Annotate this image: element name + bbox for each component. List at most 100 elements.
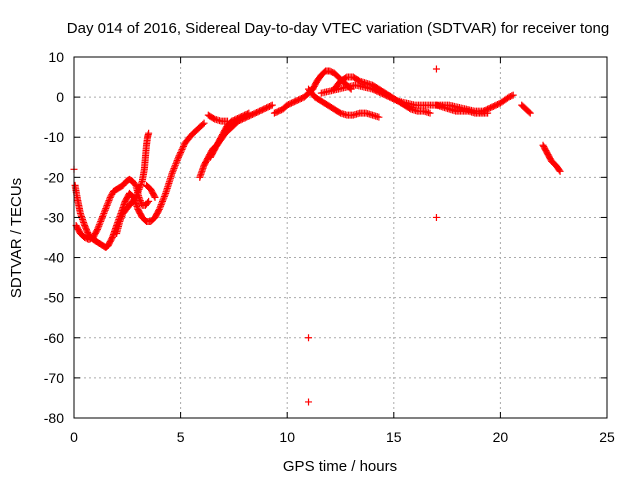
data-point	[171, 161, 179, 169]
y-tick-label: -40	[44, 250, 64, 266]
x-tick-label: 15	[386, 429, 402, 445]
data-point	[173, 158, 181, 166]
data-point	[102, 205, 110, 213]
data-point	[525, 108, 533, 116]
data-point	[199, 120, 207, 128]
data-point	[136, 184, 144, 192]
data-point	[95, 221, 103, 229]
data-point	[102, 203, 110, 211]
series-arc-h	[204, 111, 232, 125]
data-point	[135, 185, 143, 193]
data-point	[96, 219, 104, 227]
chart-title: Day 014 of 2016, Sidereal Day-to-day VTE…	[67, 20, 609, 37]
series-arc-l	[330, 73, 434, 117]
axis-ticks: 0 5 10 15 20 25 10 0 -10 -20 -30 -40 -50 -60 -70 -80	[44, 49, 615, 445]
data-point	[118, 213, 126, 221]
data-point	[134, 189, 142, 197]
data-point	[107, 192, 115, 200]
y-tick-label: -80	[44, 410, 64, 426]
data-point	[176, 150, 184, 158]
data-point	[267, 102, 275, 110]
data-point	[101, 206, 109, 214]
data-point	[171, 163, 179, 171]
data-point	[145, 129, 153, 137]
data-point	[200, 119, 208, 127]
data-point	[157, 201, 165, 209]
data-point	[131, 195, 139, 203]
data-point	[509, 91, 517, 99]
series-arc-j	[305, 85, 383, 121]
x-tick-label: 0	[70, 429, 78, 445]
data-point	[116, 216, 124, 224]
data-point	[169, 166, 177, 174]
data-point	[131, 180, 139, 188]
y-tick-label: -50	[44, 290, 64, 306]
series-arc-o	[539, 141, 564, 175]
x-tick-label: 10	[279, 429, 295, 445]
x-tick-label: 20	[493, 429, 509, 445]
data-point	[104, 200, 112, 208]
y-tick-label: -20	[44, 169, 64, 185]
data-point	[158, 197, 166, 205]
y-tick-label: -60	[44, 330, 64, 346]
data-point	[117, 214, 125, 222]
data-point	[160, 194, 168, 202]
data-point	[99, 211, 107, 219]
data-point	[103, 201, 111, 209]
data-point	[177, 149, 185, 157]
y-tick-label: 10	[48, 49, 64, 65]
data-point	[432, 213, 440, 221]
data-point	[172, 160, 180, 168]
data-point	[179, 142, 187, 150]
data-point	[106, 193, 114, 201]
data-point	[106, 195, 114, 203]
data-point	[104, 198, 112, 206]
data-point	[136, 182, 144, 190]
series-arc-n	[518, 101, 534, 117]
data-point	[151, 193, 159, 201]
data-point	[168, 169, 176, 177]
data-point	[118, 211, 126, 219]
data-point	[138, 179, 146, 187]
data-point	[150, 192, 158, 200]
data-point	[137, 181, 145, 189]
grid-lines	[74, 57, 607, 418]
data-point	[97, 216, 105, 224]
data-point	[160, 193, 168, 201]
data-point	[145, 197, 153, 205]
data-point	[179, 144, 187, 152]
data-point	[556, 167, 564, 175]
data-point	[245, 109, 253, 117]
series-arc-d	[113, 129, 153, 237]
data-point	[155, 205, 163, 213]
data-point	[144, 199, 152, 207]
data-point	[305, 334, 313, 342]
data-point	[375, 113, 383, 121]
data-point	[170, 165, 178, 173]
data-point	[93, 227, 101, 235]
y-axis-label: SDTVAR / TECUs	[8, 178, 25, 298]
data-point	[169, 168, 177, 176]
y-tick-label: -70	[44, 370, 64, 386]
data-point	[158, 199, 166, 207]
y-tick-label: -30	[44, 209, 64, 225]
data-point	[175, 152, 183, 160]
data-point	[484, 109, 492, 117]
data-point	[178, 145, 186, 153]
data-point	[173, 156, 181, 164]
data-point	[95, 222, 103, 230]
data-point	[161, 191, 169, 199]
data-point	[174, 153, 182, 161]
data-point	[243, 110, 251, 118]
data-point	[99, 213, 107, 221]
plot-frame	[73, 56, 608, 419]
data-point	[100, 208, 108, 216]
x-tick-label: 5	[177, 429, 185, 445]
x-axis-label: GPS time / hours	[283, 458, 397, 475]
data-point	[174, 155, 182, 163]
data-point	[426, 109, 434, 117]
data-point	[157, 202, 165, 210]
data-point	[305, 398, 313, 406]
series-arc-e	[142, 181, 159, 201]
